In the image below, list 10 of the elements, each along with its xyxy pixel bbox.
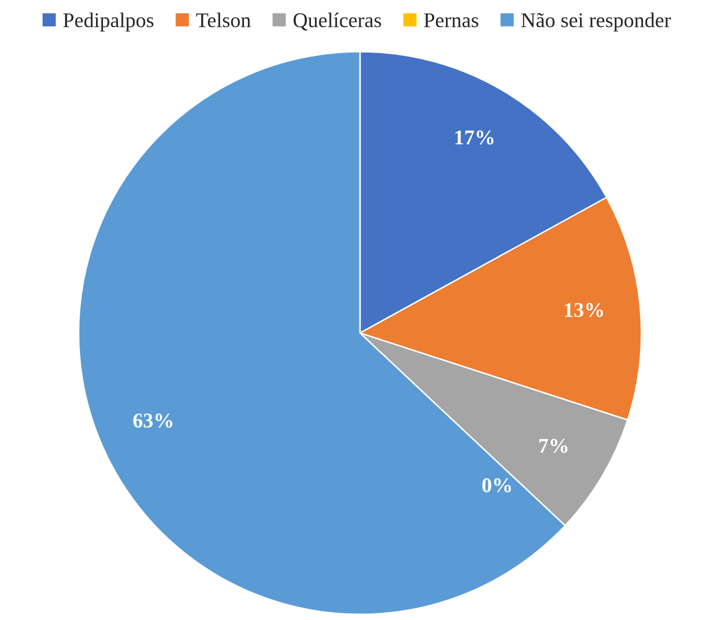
legend-label: Quelíceras (294, 12, 382, 30)
legend-label: Pedipalpos (63, 12, 154, 32)
text: 0% (482, 478, 511, 492)
legend-label: Não sei responder (521, 12, 671, 32)
legend-label: Pernas (424, 13, 478, 28)
data-label: 63% (133, 414, 172, 428)
data-label: 7% (539, 438, 568, 453)
data-label: 17% (455, 130, 494, 145)
data-label: 13% (564, 302, 603, 318)
legend-label: Telson (196, 12, 251, 28)
